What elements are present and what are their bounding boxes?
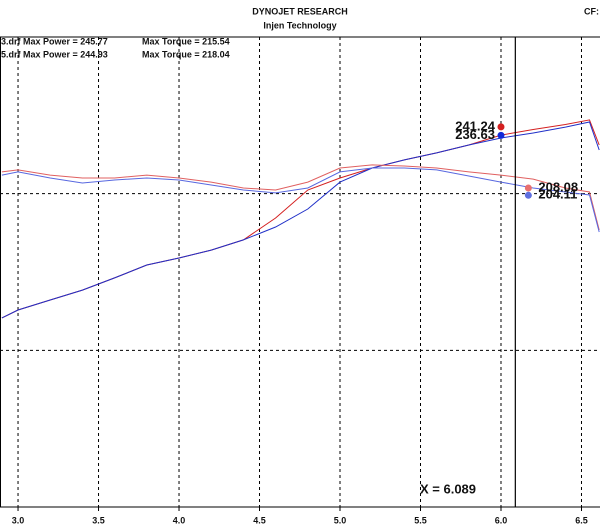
x-tick-label: 6.5 — [575, 515, 588, 525]
marker-dot — [524, 184, 532, 192]
x-tick-label: 6.0 — [495, 515, 508, 525]
marker-dot — [497, 123, 505, 131]
series-line — [1, 164, 600, 231]
data-label: 241.24 — [455, 118, 496, 133]
marker-dot — [497, 131, 505, 139]
x-tick-label: 4.0 — [173, 515, 186, 525]
run-info: 03.drf Max Power = 245.77 — [0, 36, 108, 46]
x-tick-label: 5.5 — [414, 515, 427, 525]
run-info: Max Torque = 215.54 — [142, 36, 230, 46]
x-tick-label: 5.0 — [334, 515, 347, 525]
cursor-label: X = 6.089 — [420, 481, 476, 496]
data-label: 208.08 — [538, 179, 578, 194]
x-tick-label: 3.0 — [12, 515, 25, 525]
data-label: 204.11 — [538, 187, 577, 202]
chart-subtitle: Injen Technology — [263, 20, 336, 30]
x-tick-label: 4.5 — [253, 515, 266, 525]
data-label: 236.63 — [455, 127, 495, 142]
run-info: Max Torque = 218.04 — [142, 49, 230, 59]
corner-label: CF: — [584, 6, 599, 16]
chart-title: DYNOJET RESEARCH — [252, 6, 348, 16]
series-line — [1, 167, 600, 233]
marker-dot — [524, 191, 532, 199]
series-line — [1, 121, 600, 319]
x-tick-label: 3.5 — [92, 515, 105, 525]
run-info: 05.drf Max Power = 244.93 — [0, 49, 108, 59]
